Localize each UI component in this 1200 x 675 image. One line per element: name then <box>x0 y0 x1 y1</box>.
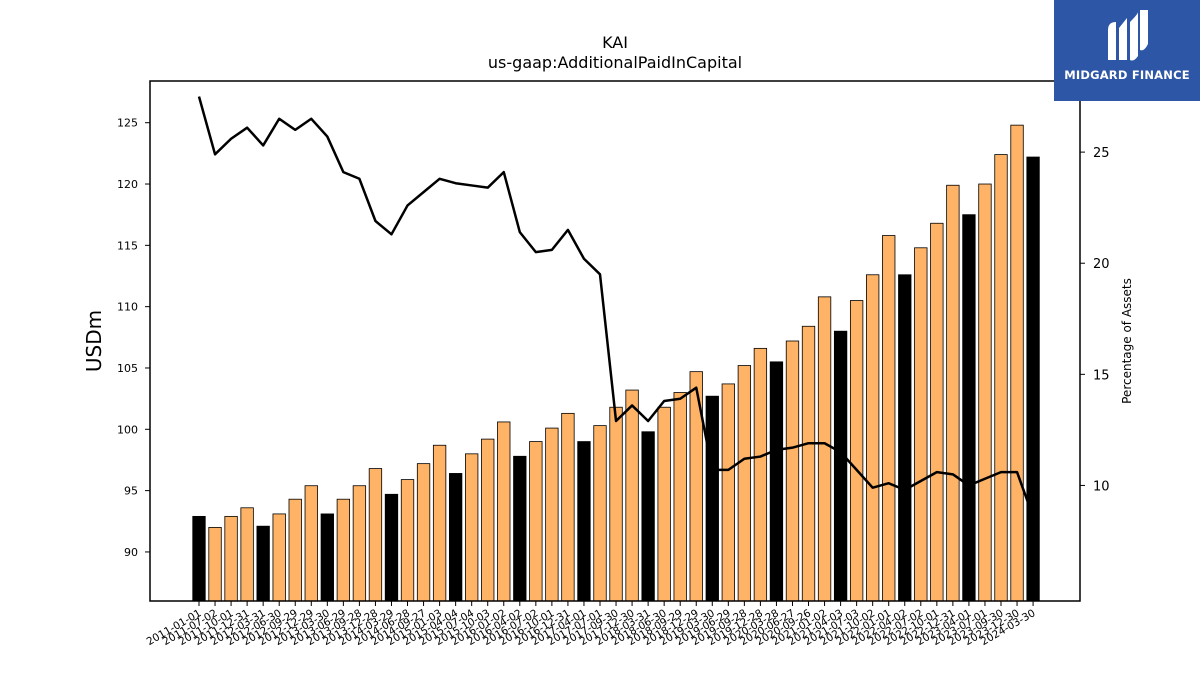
bar <box>657 406 671 602</box>
bar <box>673 392 687 602</box>
bar <box>737 365 752 602</box>
bar <box>609 406 623 602</box>
y-tick-label: 90 <box>124 546 138 559</box>
bar <box>833 330 848 602</box>
bar <box>769 361 784 602</box>
bar <box>817 296 832 602</box>
bar <box>497 421 511 602</box>
bar <box>561 412 575 602</box>
line-series-path <box>197 96 1035 517</box>
bar <box>577 441 591 602</box>
bar <box>994 154 1008 602</box>
bar <box>465 453 479 602</box>
bar <box>320 513 334 602</box>
bar <box>898 274 912 602</box>
brand-name: MIDGARD FINANCE <box>1064 68 1190 82</box>
y2-tick-label: 25 <box>1093 146 1110 161</box>
bar <box>416 463 431 602</box>
bar <box>785 340 800 602</box>
bar <box>432 444 447 602</box>
bar <box>256 525 270 602</box>
line-series <box>197 96 1035 517</box>
bar <box>529 441 543 602</box>
y2-tick-label: 10 <box>1093 479 1110 494</box>
bar <box>930 222 944 602</box>
midgard-logo-icon <box>1108 10 1148 61</box>
plot-frame <box>149 80 1081 602</box>
chart-subtitle: us-gaap:AdditionalPaidInCapital <box>488 53 742 72</box>
y-axis-label: USDm <box>82 310 106 372</box>
y-tick-label: 110 <box>117 301 138 314</box>
bar <box>1010 124 1024 602</box>
bar <box>224 515 238 602</box>
bar <box>946 184 960 602</box>
bar <box>593 425 607 602</box>
bar <box>304 485 318 602</box>
bar <box>866 274 880 602</box>
y2-axis-label: Percentage of Assets <box>1120 278 1134 404</box>
bar <box>400 479 415 602</box>
bar <box>448 473 463 602</box>
bar <box>384 493 399 602</box>
bar <box>336 498 351 602</box>
bar <box>882 235 896 602</box>
y2-tick-label: 20 <box>1093 257 1110 272</box>
bar <box>208 527 222 602</box>
chart-title: KAI <box>602 33 628 52</box>
y-tick-label: 100 <box>117 423 138 436</box>
bar <box>641 431 655 602</box>
bar <box>705 395 719 602</box>
y2-tick-label: 15 <box>1093 368 1110 383</box>
bar <box>625 389 639 602</box>
bar <box>240 507 254 602</box>
bar <box>481 438 495 602</box>
bar-series <box>192 124 1040 602</box>
bar <box>849 300 864 602</box>
bar <box>352 485 367 602</box>
bar <box>368 468 383 602</box>
bar <box>914 247 928 602</box>
y-tick-label: 115 <box>117 239 138 252</box>
bar <box>753 347 768 602</box>
brand-logo: MIDGARD FINANCE <box>1054 0 1200 101</box>
y-tick-label: 105 <box>117 362 138 375</box>
axes: 9095100105110115120125101520252011-01-01… <box>117 117 1110 648</box>
y-tick-label: 125 <box>117 117 138 130</box>
bar <box>962 214 976 602</box>
bar <box>721 383 735 602</box>
bar <box>1026 156 1040 602</box>
bar <box>288 498 302 602</box>
y-tick-label: 120 <box>117 178 138 191</box>
bar <box>801 325 816 602</box>
bar <box>545 427 559 602</box>
bar <box>513 455 527 602</box>
bar <box>978 183 992 602</box>
y-tick-label: 95 <box>124 485 138 498</box>
bar <box>192 515 206 602</box>
bar <box>272 513 286 602</box>
